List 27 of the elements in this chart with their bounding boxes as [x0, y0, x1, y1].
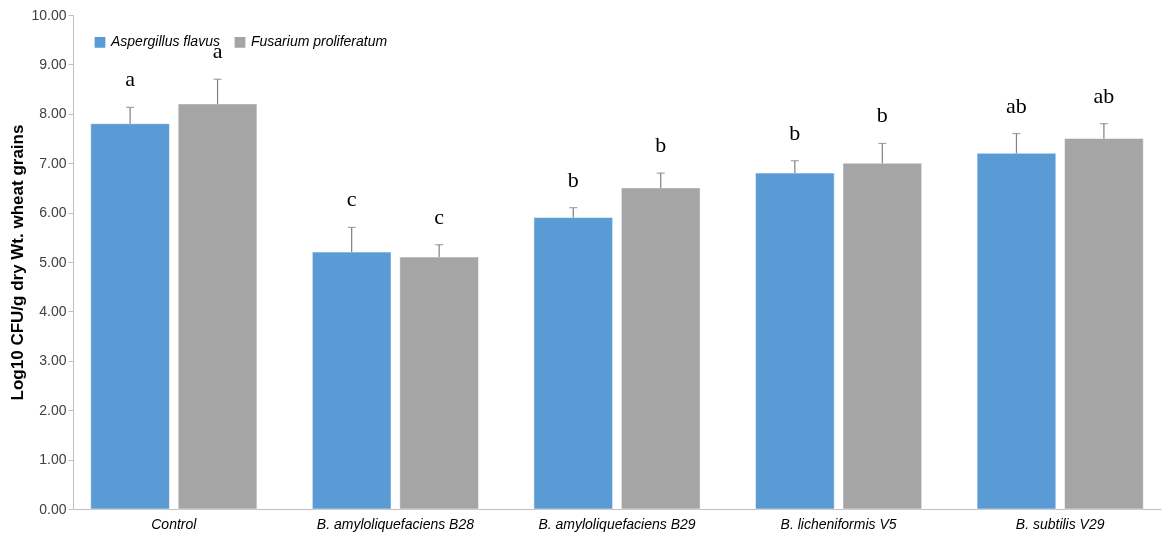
data-label: b — [567, 166, 579, 192]
data-label: c — [346, 186, 357, 212]
x-tick-label: Control — [151, 515, 198, 532]
y-tick-label: 4.00 — [39, 302, 67, 319]
y-axis-title: Log10 CFU/g dry Wt. wheat grains — [8, 124, 28, 401]
data-label: a — [125, 66, 136, 92]
data-label: b — [876, 102, 888, 128]
legend-label: Fusarium proliferatum — [251, 33, 388, 50]
x-tick-label: B. amyloliquefaciens B29 — [538, 515, 696, 532]
data-label: b — [655, 132, 667, 158]
x-tick-label: B. amyloliquefaciens B28 — [316, 515, 475, 532]
data-label: ab — [1093, 82, 1115, 108]
y-tick-label: 8.00 — [39, 105, 67, 122]
x-tick-label: B. subtilis V29 — [1015, 515, 1105, 532]
y-tick-label: 3.00 — [39, 352, 67, 369]
y-tick-label: 6.00 — [39, 204, 67, 221]
y-tick-label: 7.00 — [39, 154, 67, 171]
data-label: b — [789, 119, 801, 145]
data-label: c — [434, 203, 445, 229]
x-tick-label: B. licheniformis V5 — [780, 515, 897, 532]
y-tick-label: 9.00 — [39, 55, 67, 72]
y-tick-label: 1.00 — [39, 451, 67, 468]
y-tick-label: 0.00 — [39, 500, 67, 517]
y-tick-label: 2.00 — [39, 401, 67, 418]
data-label: ab — [1006, 92, 1027, 118]
y-tick-label: 5.00 — [39, 253, 67, 270]
y-tick-label: 10.00 — [31, 6, 67, 23]
